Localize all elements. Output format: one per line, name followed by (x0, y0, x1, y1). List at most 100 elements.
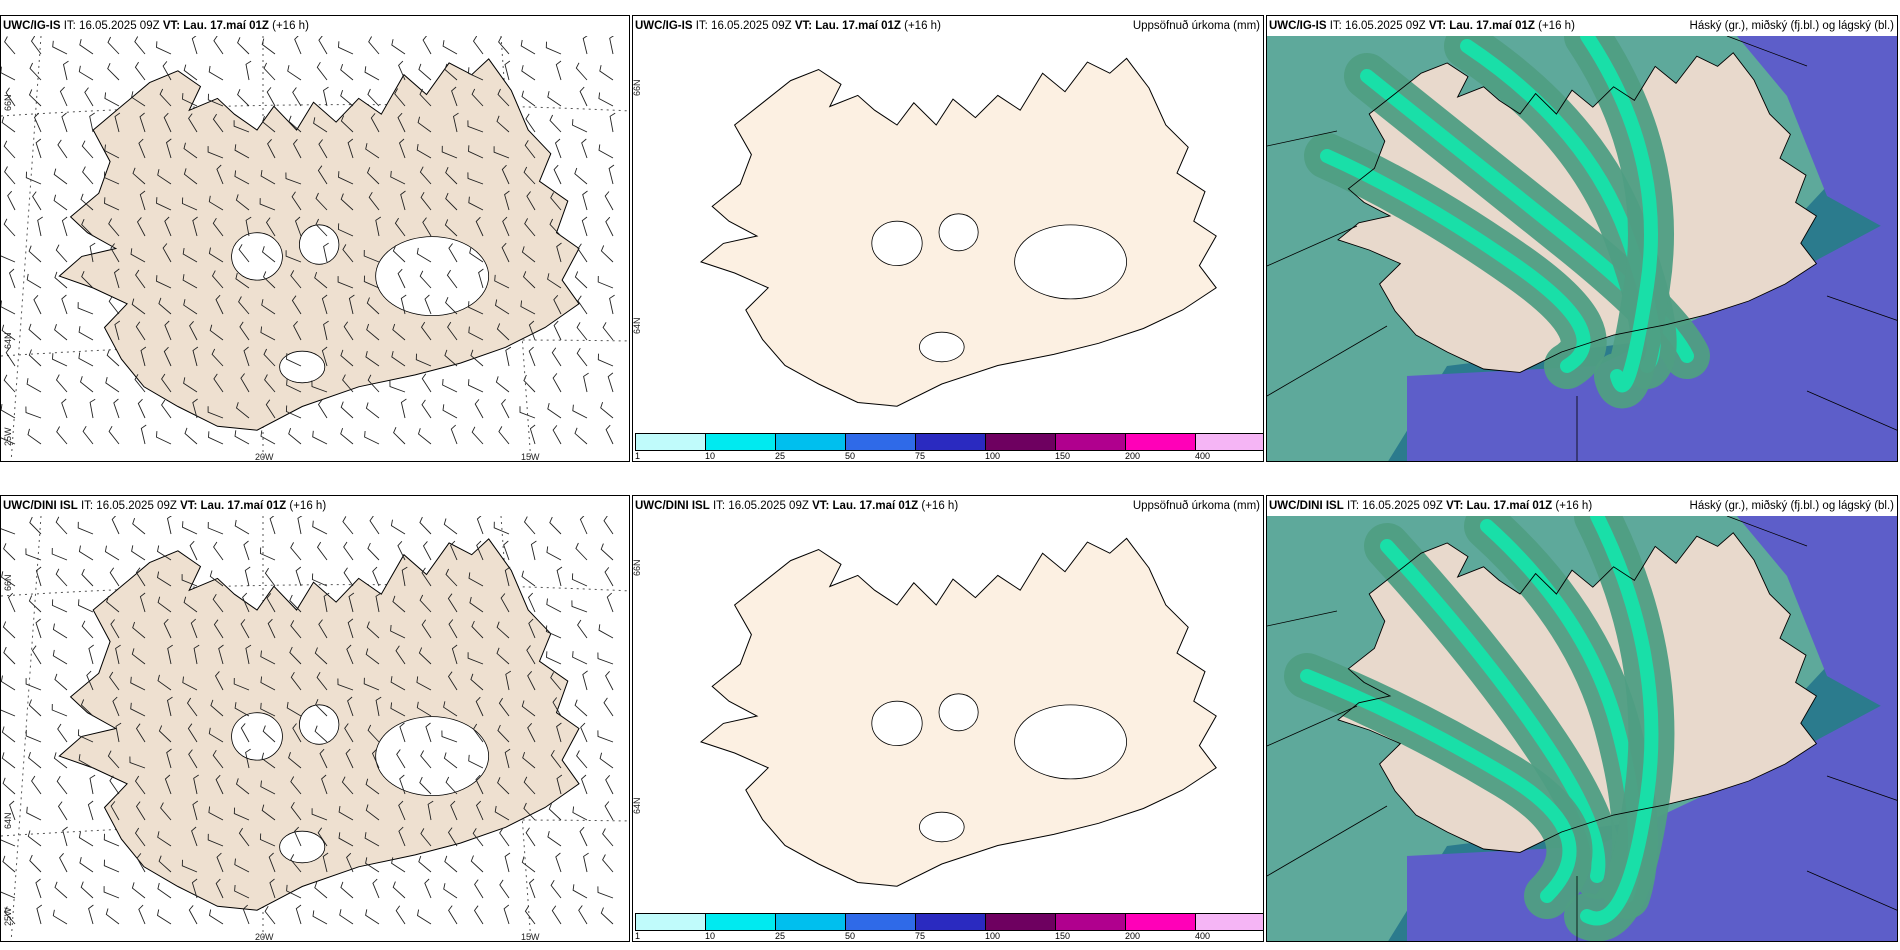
wind-barb (366, 323, 380, 341)
wind-barb (78, 65, 94, 81)
colorbar-swatch (1126, 434, 1196, 450)
wind-barb (82, 166, 94, 185)
wind-barb (111, 516, 120, 535)
wind-barb (266, 87, 276, 107)
wind-barb (288, 115, 302, 133)
wind-barb (397, 268, 406, 289)
wind-barb (261, 246, 276, 263)
wind-barb (316, 541, 328, 561)
wind-barb (1, 255, 16, 263)
wind-barb (526, 191, 536, 211)
wind-barb (367, 374, 380, 393)
wind-barb (157, 596, 172, 613)
wind-barb (452, 112, 459, 133)
wind-barb (27, 830, 42, 847)
wind-barb (526, 645, 536, 665)
wind-barb (181, 859, 198, 873)
wind-barb (139, 592, 146, 613)
wind-barb (207, 146, 224, 159)
wind-barb (554, 138, 562, 159)
wind-barb (397, 540, 406, 561)
wind-barb (259, 547, 276, 561)
wind-barb (108, 218, 120, 237)
wind-barb (35, 878, 42, 899)
wind-barb (527, 592, 536, 613)
wind-barb (392, 323, 406, 341)
wind-barb (420, 750, 432, 769)
wind-barb (400, 398, 407, 419)
wind-barb (417, 428, 432, 445)
wind-barb (245, 644, 252, 665)
wind-barb (501, 164, 510, 185)
wind-barb (182, 274, 198, 289)
wind-barb (318, 139, 328, 159)
wind-barb (370, 113, 380, 133)
wind-barb (3, 374, 16, 393)
wind-barb (268, 852, 276, 873)
wind-barb (445, 297, 458, 315)
wind-barb (323, 242, 329, 263)
glacier (298, 704, 340, 745)
wind-barb (311, 573, 328, 587)
wind-barb (81, 620, 94, 639)
wind-barb (597, 730, 614, 743)
wind-barb (137, 398, 146, 419)
wind-barb (421, 373, 432, 393)
wind-barb (314, 725, 328, 743)
wind-barb-map (1, 516, 629, 941)
wind-barb (340, 881, 354, 899)
wind-barb (52, 623, 68, 639)
wind-barb (524, 905, 536, 925)
wind-barb (81, 568, 94, 587)
wind-barb (8, 268, 16, 289)
wind-barb (285, 405, 302, 419)
colorbar-swatch (636, 914, 706, 930)
wind-barb (445, 192, 458, 211)
wind-barb (498, 697, 510, 717)
wind-barb (314, 647, 328, 665)
panel-title: UWC/DINI ISL IT: 16.05.2025 09Z VT: Lau.… (3, 500, 327, 512)
wind-barb (1, 116, 16, 133)
wind-barb (166, 696, 173, 717)
wind-barb (56, 426, 68, 445)
wind-barb (365, 804, 380, 821)
wind-barb (505, 670, 512, 691)
wind-barb (576, 347, 588, 367)
wind-barb (598, 624, 614, 639)
wind-barb (442, 378, 458, 393)
wind-barb (493, 146, 510, 159)
wind-barb (210, 699, 224, 717)
wind-barb (131, 648, 146, 665)
wind-barb (131, 298, 146, 315)
wind-barb (164, 216, 172, 237)
wind-barb (290, 270, 302, 289)
precip-map-panel-1: UWC/IG-IS IT: 16.05.2025 09Z VT: Lau. 17… (632, 15, 1264, 462)
wind-barb (346, 644, 354, 665)
wind-barb (103, 886, 120, 899)
wind-map-panel-1: UWC/IG-IS IT: 16.05.2025 09Z VT: Lau. 17… (0, 15, 630, 462)
wind-barb (528, 618, 536, 639)
wind-barb (341, 776, 354, 795)
colorbar-swatch (776, 914, 846, 930)
wind-barb (550, 192, 562, 211)
wind-barb (245, 748, 251, 769)
wind-barb (1, 437, 16, 445)
wind-barb (467, 172, 484, 185)
wind-barb (398, 800, 406, 821)
wind-barb (419, 516, 432, 535)
wind-barb (163, 618, 172, 639)
wind-barb (212, 217, 224, 237)
wind-barb (468, 67, 484, 81)
wind-barb (371, 748, 380, 769)
wind-barb (447, 827, 458, 847)
wind-barb (523, 166, 536, 185)
wind-barb (207, 406, 224, 419)
wind-barb (240, 619, 250, 639)
wind-barb (317, 827, 328, 847)
wind-barb (138, 138, 146, 159)
wind-barb (183, 142, 198, 159)
wind-barb (550, 672, 562, 691)
wind-barb (364, 832, 380, 847)
wind-barb (445, 167, 458, 185)
wind-barb (59, 853, 68, 873)
